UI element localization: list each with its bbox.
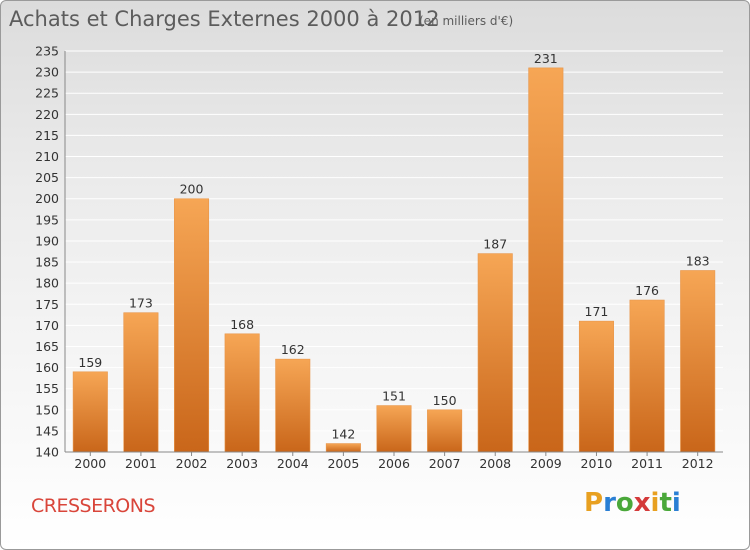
bar-2000	[72, 371, 108, 453]
chart-unit: (en milliers d'€)	[419, 14, 514, 28]
logo-letter: t	[659, 488, 672, 518]
data-label-2002: 200	[180, 182, 204, 197]
y-tick-label: 145	[35, 423, 59, 438]
x-tick-label-2004: 2004	[277, 456, 309, 471]
y-tick-label: 230	[35, 65, 59, 80]
y-tick-label: 195	[35, 212, 59, 227]
chart-title: Achats et Charges Externes 2000 à 2012	[9, 7, 440, 31]
x-tick-label-2001: 2001	[125, 456, 157, 471]
y-tick-label: 185	[35, 255, 59, 270]
y-tick-label: 180	[35, 276, 59, 291]
proxiti-logo[interactable]: Proxiti	[584, 488, 681, 518]
x-tick-label-2003: 2003	[226, 456, 258, 471]
bars	[72, 67, 716, 453]
bar-2008	[477, 253, 513, 453]
bar-2007	[427, 409, 463, 453]
bar-2012	[680, 270, 716, 453]
y-tick-label: 165	[35, 339, 59, 354]
y-axis: 140 145 150 155 160 165 170 175 180 185 190 195 200 2…	[35, 44, 66, 460]
y-tick-label: 235	[35, 44, 59, 59]
data-label-2001: 173	[129, 296, 153, 311]
town-name: CRESSERONS	[31, 495, 156, 517]
data-label-2006: 151	[382, 389, 406, 404]
y-tick-label: 190	[35, 233, 59, 248]
data-label-2004: 162	[281, 342, 305, 357]
x-tick-label-2011: 2011	[631, 456, 663, 471]
y-tick-label: 220	[35, 107, 59, 122]
data-label-2000: 159	[78, 355, 102, 370]
logo-letter: o	[615, 488, 634, 518]
bar-2003	[224, 333, 260, 453]
x-tick-label-2012: 2012	[682, 456, 714, 471]
y-tick-label: 170	[35, 318, 59, 333]
bar-2005	[325, 443, 361, 453]
data-label-2005: 142	[331, 427, 355, 442]
x-tick-label-2010: 2010	[581, 456, 613, 471]
data-label-2010: 171	[585, 304, 609, 319]
x-tick-label-2007: 2007	[429, 456, 461, 471]
bar-2004	[275, 358, 311, 453]
data-label-2011: 176	[635, 283, 659, 298]
y-tick-label: 175	[35, 297, 59, 312]
bar-2009	[528, 67, 564, 453]
logo-letter: i	[650, 488, 660, 518]
y-tick-label: 140	[35, 445, 59, 460]
y-tick-label: 155	[35, 381, 59, 396]
data-label-2007: 150	[433, 393, 457, 408]
bar-2002	[174, 198, 210, 453]
x-tick-label-2002: 2002	[176, 456, 208, 471]
logo-letter: x	[633, 488, 651, 518]
y-tick-label: 160	[35, 360, 59, 375]
logo-letter: P	[584, 488, 604, 518]
y-tick-label: 205	[35, 170, 59, 185]
x-tick-label-2009: 2009	[530, 456, 562, 471]
data-label-2008: 187	[483, 237, 507, 252]
x-axis: 2000 2001 2002 2003 2004 2005 2006 2007 2008 2009…	[65, 451, 723, 471]
logo-letter: i	[671, 488, 681, 518]
data-label-2003: 168	[230, 317, 254, 332]
bar-2001	[123, 312, 159, 453]
data-label-2009: 231	[534, 51, 558, 66]
y-tick-label: 200	[35, 191, 59, 206]
y-tick-label: 225	[35, 86, 59, 101]
bar-2010	[578, 320, 614, 453]
bar-2006	[376, 405, 412, 453]
data-label-2012: 183	[686, 253, 710, 268]
logo-letter: r	[603, 488, 616, 518]
y-tick-label: 215	[35, 128, 59, 143]
x-tick-label-2006: 2006	[378, 456, 410, 471]
x-tick-label-2008: 2008	[479, 456, 511, 471]
y-tick-label: 150	[35, 402, 59, 417]
x-tick-label-2000: 2000	[74, 456, 106, 471]
bar-2011	[629, 299, 665, 453]
x-tick-label-2005: 2005	[327, 456, 359, 471]
data-labels: 159 173 200 168 162 142 151 150 187 231 171 176 183	[78, 51, 709, 442]
y-tick-label: 210	[35, 149, 59, 164]
